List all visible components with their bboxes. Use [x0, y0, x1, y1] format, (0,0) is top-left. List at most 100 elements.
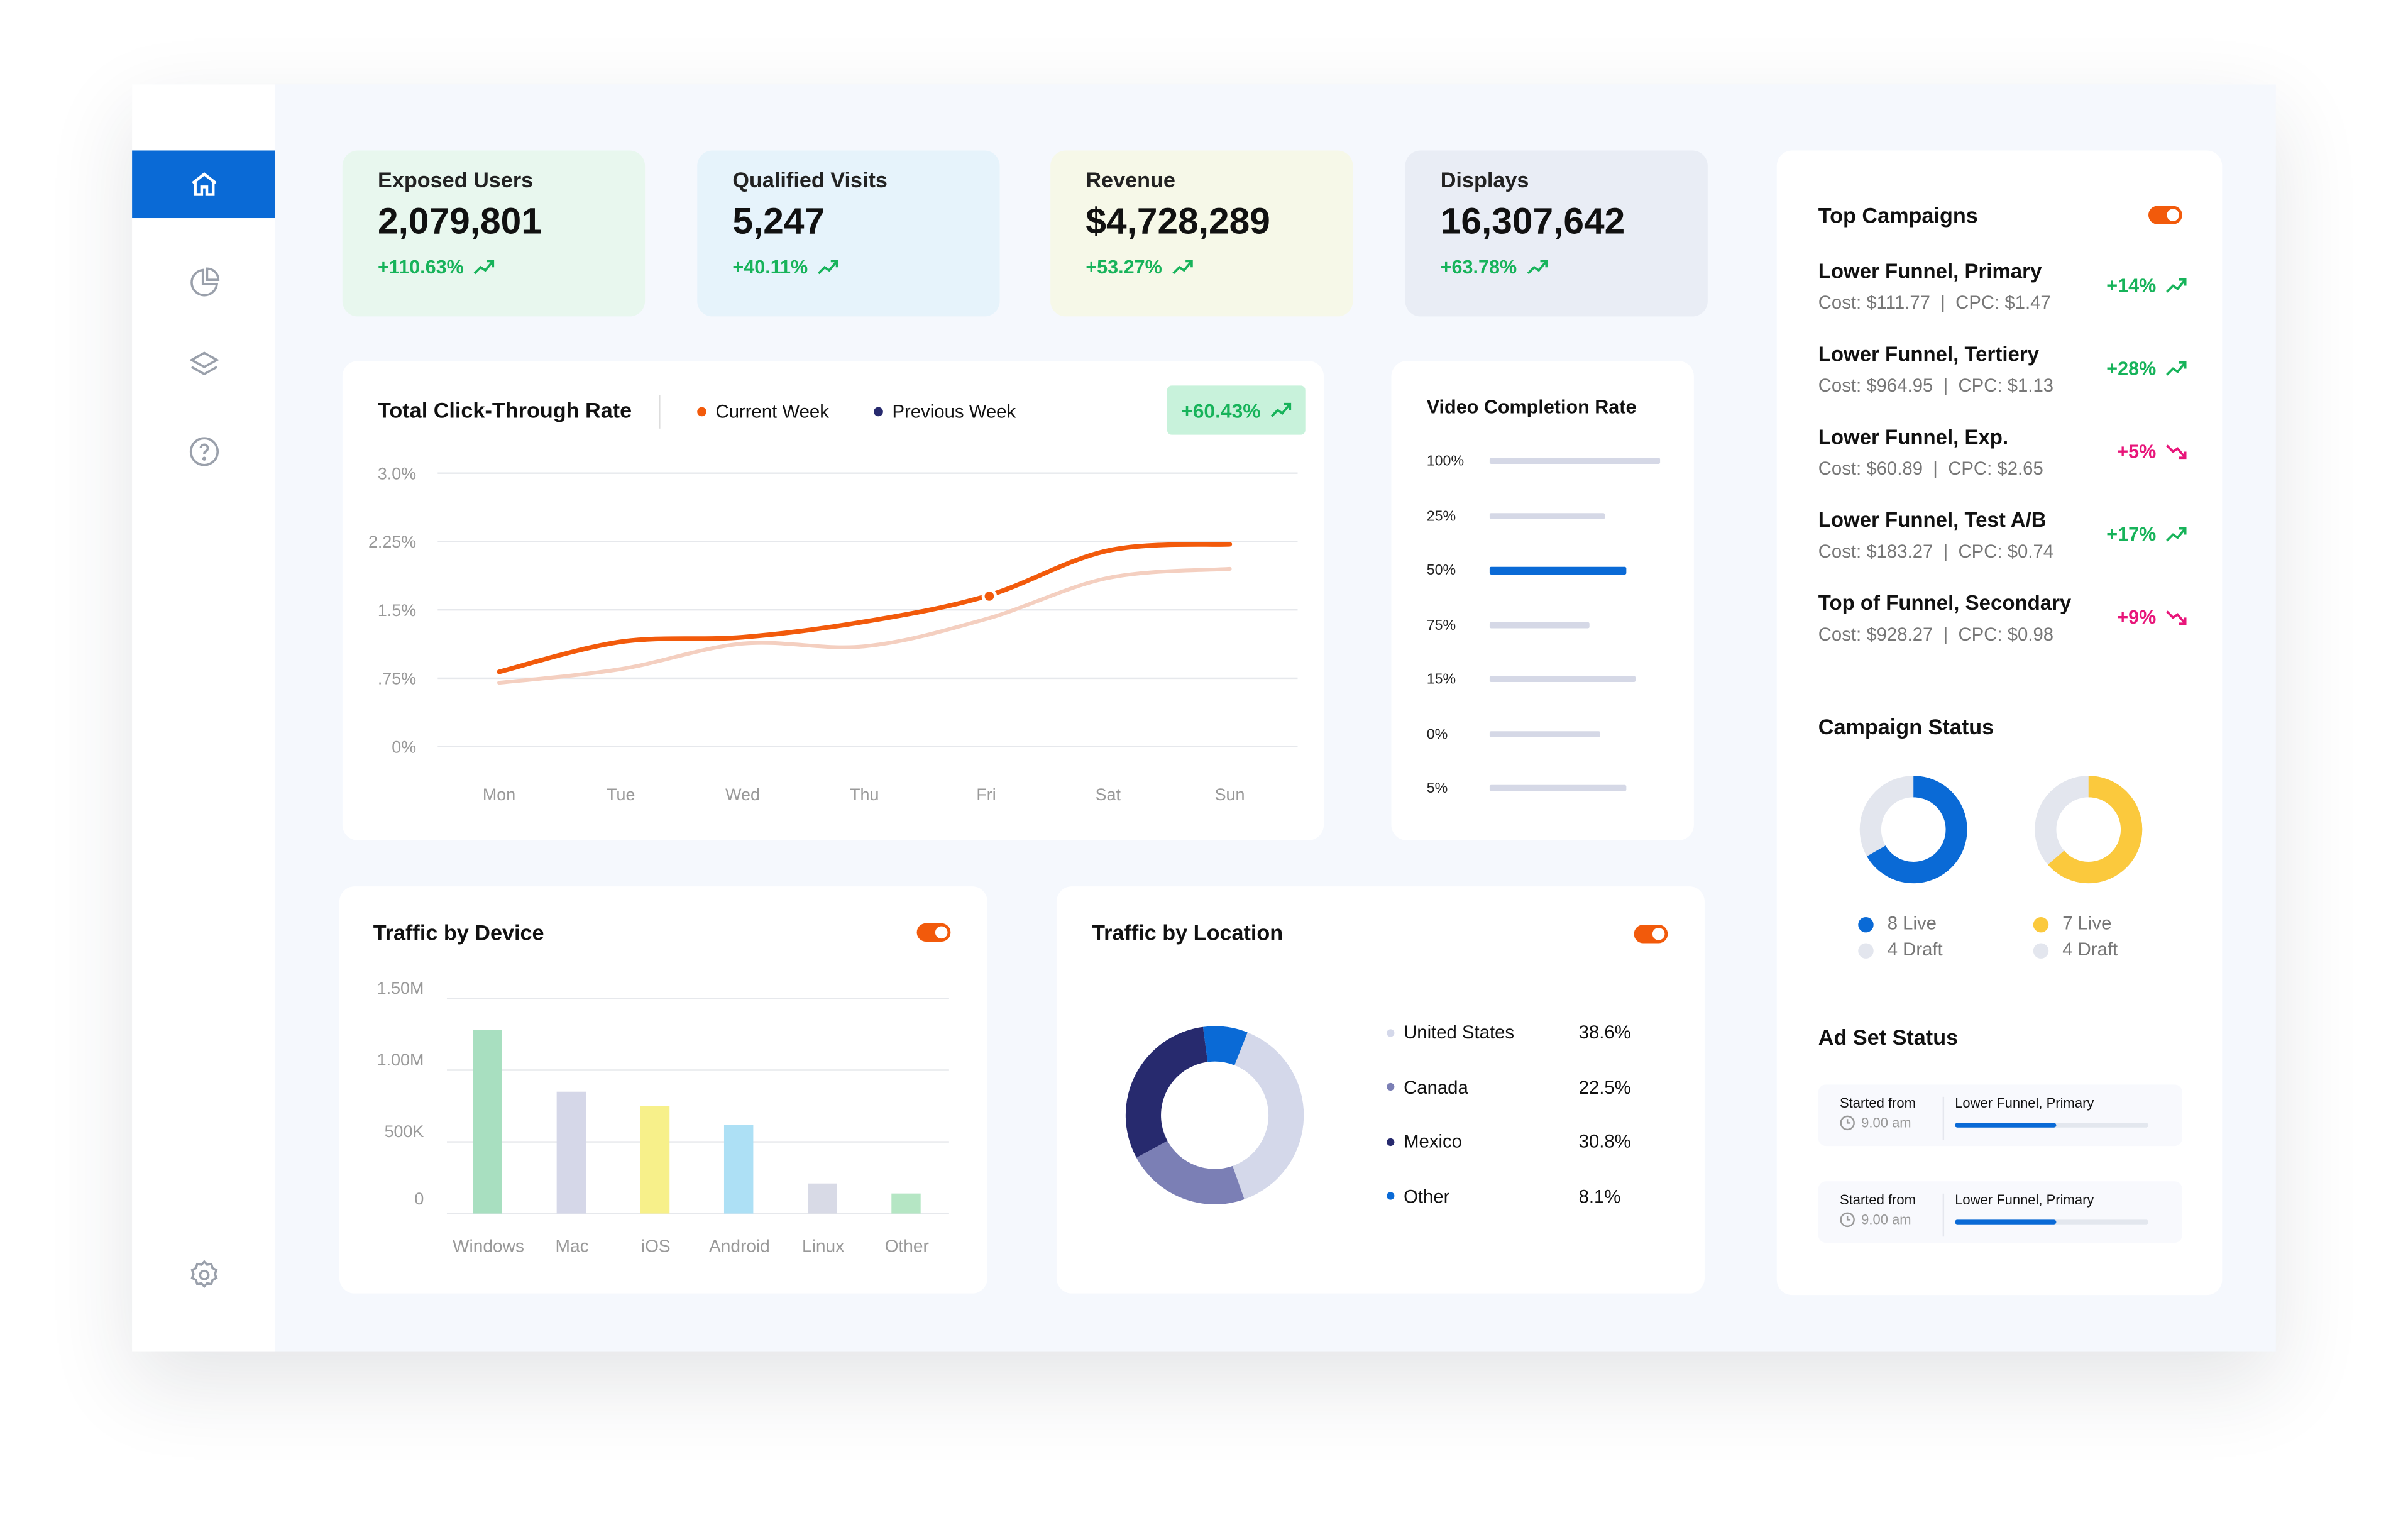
kpi-title: Revenue — [1086, 167, 1175, 192]
y-tick-label: .75% — [378, 669, 416, 688]
location-legend-item: Other 8.1% — [1387, 1185, 1647, 1207]
legend-current: Current Week — [697, 401, 829, 422]
location-name: Other — [1404, 1185, 1450, 1207]
legend-dot — [2033, 942, 2049, 958]
x-tick-label: Thu — [850, 785, 879, 804]
campaign-cost: Cost: $964.95 | CPC: $1.13 — [1818, 375, 2054, 397]
ad-set-title: Ad Set Status — [1818, 1025, 1959, 1050]
campaign-name: Top of Funnel, Secondary — [1818, 591, 2072, 615]
legend-dot — [874, 407, 883, 417]
campaign-delta-value: +14% — [2106, 275, 2157, 297]
draft-count: 4 Draft — [2062, 938, 2118, 960]
kpi-delta-value: +53.27% — [1086, 256, 1162, 278]
ctr-card: Total Click-Through Rate Current Week Pr… — [342, 361, 1324, 840]
sidebar-item-settings[interactable] — [132, 1241, 275, 1309]
clock-icon — [1840, 1212, 1855, 1228]
ad-set-progress-fill — [1955, 1219, 2056, 1225]
kpi-delta: +110.63% — [378, 256, 610, 278]
campaign-name: Lower Funnel, Tertiery — [1818, 342, 2040, 366]
x-tick-label: Other — [885, 1236, 929, 1256]
campaign-item[interactable]: Lower Funnel, Primary Cost: $111.77 | CP… — [1818, 260, 2187, 336]
legend-dot — [2033, 916, 2049, 932]
location-name: Mexico — [1404, 1130, 1462, 1152]
campaign-delta: +17% — [2106, 524, 2187, 546]
sidebar-item-help[interactable] — [132, 418, 275, 486]
kpi-delta: +53.27% — [1086, 256, 1317, 278]
device-bar — [808, 1183, 837, 1214]
campaign-status-title: Campaign Status — [1818, 714, 1994, 739]
x-tick-label: Mon — [483, 785, 515, 804]
campaign-item[interactable]: Lower Funnel, Test A/B Cost: $183.27 | C… — [1818, 509, 2187, 585]
campaign-status-legend: 7 Live 4 Draft — [2033, 911, 2118, 963]
location-percent: 38.6% — [1578, 1021, 1631, 1043]
video-label: 0% — [1426, 725, 1448, 743]
x-tick-label: Fri — [976, 785, 996, 804]
ad-set-item[interactable]: Started from 9.00 am Lower Funnel, Prima… — [1818, 1181, 2182, 1243]
campaigns-toggle[interactable] — [2148, 206, 2182, 224]
location-toggle[interactable] — [1634, 925, 1668, 944]
live-count: 7 Live — [2062, 912, 2112, 934]
video-bar — [1489, 784, 1626, 791]
campaign-status-donut — [1859, 776, 1967, 884]
x-tick-label: Windows — [453, 1236, 524, 1256]
campaign-item[interactable]: Top of Funnel, Secondary Cost: $928.27 |… — [1818, 592, 2187, 668]
ctr-title: Total Click-Through Rate — [378, 397, 632, 423]
device-toggle[interactable] — [916, 923, 951, 942]
campaign-cost: Cost: $60.89 | CPC: $2.65 — [1818, 458, 2043, 480]
kpi-delta-value: +110.63% — [378, 256, 464, 278]
campaign-delta: +14% — [2106, 275, 2187, 297]
kpi-card: Qualified Visits 5,247 +40.11% — [697, 150, 1000, 317]
video-bar — [1489, 512, 1606, 519]
ad-set-name: Lower Funnel, Primary — [1955, 1192, 2094, 1208]
y-tick-label: 0% — [392, 737, 416, 756]
video-label: 100% — [1426, 453, 1465, 470]
trend-down-icon — [2166, 444, 2187, 460]
campaign-name: Lower Funnel, Exp. — [1818, 425, 2009, 449]
sidebar — [132, 84, 275, 1352]
kpi-title: Displays — [1440, 167, 1529, 192]
ad-set-time: 9.00 am — [1840, 1212, 1911, 1228]
campaign-delta: +9% — [2117, 607, 2187, 629]
video-bar — [1489, 676, 1637, 683]
legend-dot — [1387, 1028, 1395, 1037]
video-bar — [1489, 621, 1590, 628]
video-label: 25% — [1426, 507, 1456, 525]
legend-label: Previous Week — [892, 400, 1016, 423]
trend-up-icon — [2166, 527, 2187, 542]
current-week-line — [497, 542, 1233, 674]
x-tick-label: iOS — [641, 1236, 671, 1256]
campaign-name: Lower Funnel, Primary — [1818, 260, 2042, 283]
y-tick-label: 0 — [414, 1189, 424, 1208]
ad-set-item[interactable]: Started from 9.00 am Lower Funnel, Prima… — [1818, 1084, 2182, 1147]
campaign-item[interactable]: Lower Funnel, Exp. Cost: $60.89 | CPC: $… — [1818, 426, 2187, 502]
legend-previous: Previous Week — [874, 401, 1016, 422]
legend-dot — [1858, 916, 1874, 932]
layers-icon — [188, 351, 219, 376]
kpi-title: Qualified Visits — [732, 167, 888, 192]
kpi-delta: +63.78% — [1441, 256, 1673, 278]
donut-slice — [1233, 1032, 1304, 1199]
campaign-delta: +5% — [2117, 441, 2187, 463]
x-tick-label: Linux — [802, 1236, 844, 1256]
campaigns-title: Top Campaigns — [1818, 202, 1978, 228]
sidebar-item-home[interactable] — [132, 150, 275, 219]
legend-dot — [1387, 1192, 1395, 1200]
legend-dot — [1387, 1137, 1395, 1145]
kpi-card: Displays 16,307,642 +63.78% — [1405, 150, 1708, 317]
campaign-delta: +28% — [2106, 358, 2187, 380]
legend-dot — [697, 407, 706, 417]
campaign-delta-value: +28% — [2106, 358, 2157, 380]
ad-set-time: 9.00 am — [1840, 1115, 1911, 1131]
campaign-item[interactable]: Lower Funnel, Tertiery Cost: $964.95 | C… — [1818, 343, 2187, 419]
sidebar-item-reports[interactable] — [132, 249, 275, 317]
video-label: 50% — [1426, 562, 1456, 580]
pie-chart-icon — [189, 267, 219, 297]
ctr-change-badge: +60.43% — [1167, 385, 1306, 435]
video-bar — [1489, 730, 1601, 737]
campaign-cost: Cost: $111.77 | CPC: $1.47 — [1818, 292, 2051, 314]
ad-set-label: Started from — [1839, 1192, 1916, 1208]
sidebar-item-layers[interactable] — [132, 332, 275, 400]
draft-count: 4 Draft — [1887, 938, 1943, 960]
ad-set-progress-track — [1955, 1123, 2149, 1128]
trend-down-icon — [2166, 610, 2187, 625]
